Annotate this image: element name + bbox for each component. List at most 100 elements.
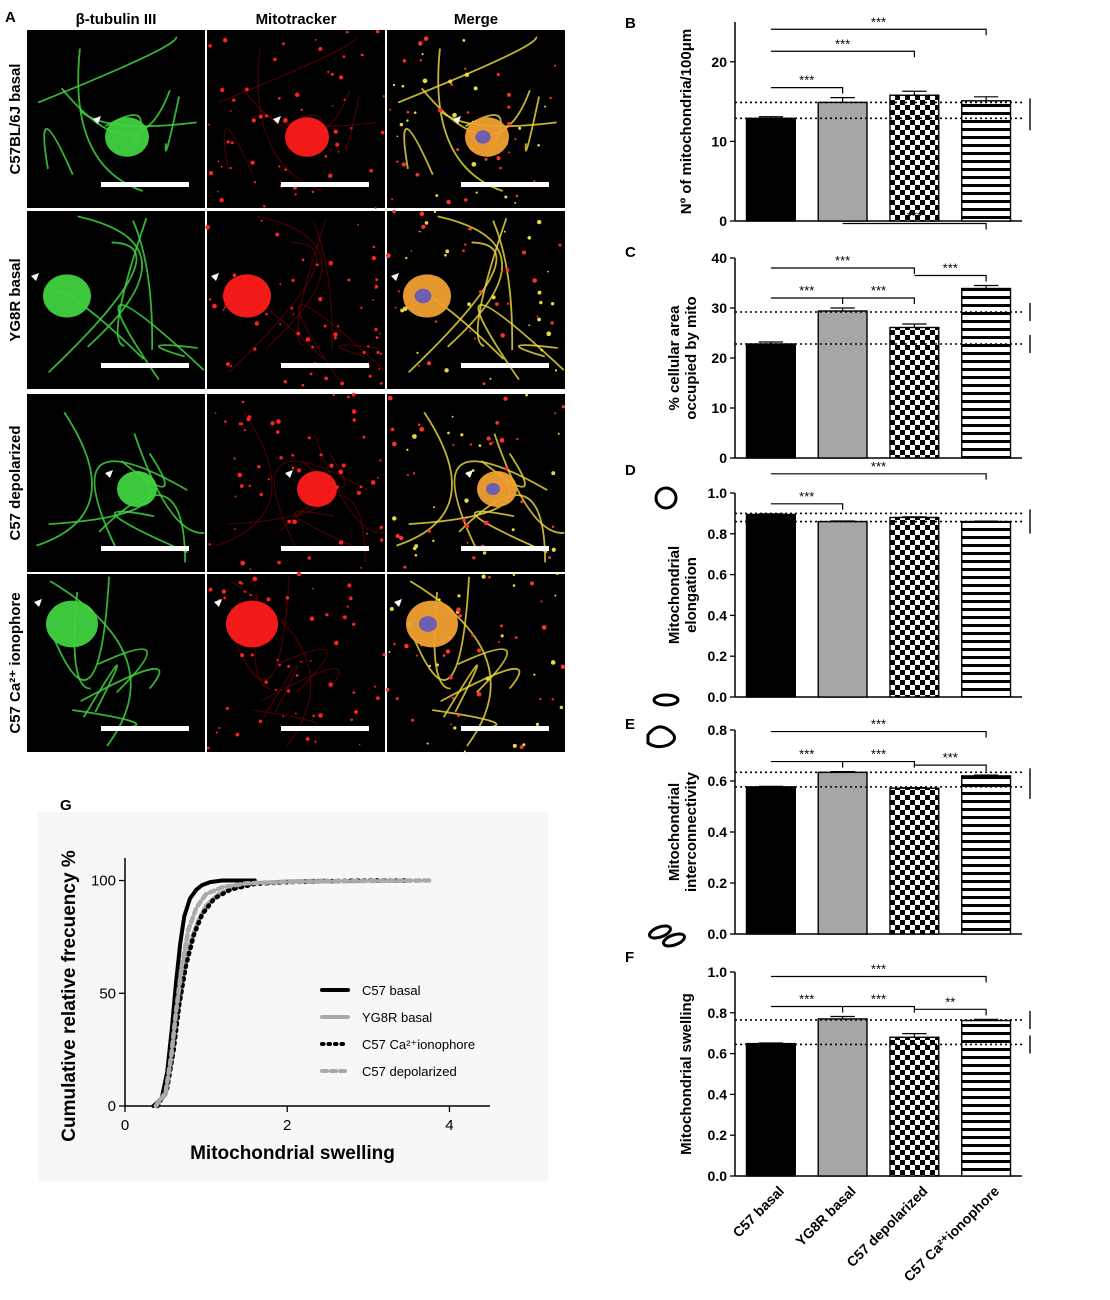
mito-speck [432, 539, 435, 543]
neurite [345, 96, 360, 152]
bar [961, 1019, 1012, 1177]
mito-speck [350, 718, 354, 722]
bar [817, 771, 868, 935]
mito-speck [504, 466, 509, 471]
significance-bracket [770, 760, 844, 768]
significance-label: *** [799, 489, 814, 504]
mito-speck [226, 140, 230, 144]
mito-speck [401, 84, 405, 88]
mito-speck [500, 333, 505, 338]
legend-label: C57 Ca²⁺ionophore [362, 1037, 475, 1052]
mito-speck [360, 306, 363, 309]
bar [889, 326, 940, 459]
tile-background [387, 30, 565, 208]
mito-speck [444, 253, 447, 257]
mito-speck [338, 469, 344, 475]
y-tick-label: 0.8 [708, 526, 728, 542]
mito-speck [421, 224, 426, 229]
micrograph-tile [387, 30, 565, 208]
mito-speck [462, 38, 466, 42]
neurite [442, 664, 479, 718]
bar [817, 520, 868, 698]
bar [745, 1042, 796, 1177]
significance-bracket [770, 503, 844, 510]
mito-speck [448, 675, 453, 680]
mito-speck [253, 181, 257, 184]
mito-speck [478, 289, 483, 294]
mito-speck [244, 87, 249, 92]
mito-speck [417, 423, 421, 426]
mito-speck [224, 420, 227, 423]
y-axis-label: % cellular areaoccupied by mito [666, 296, 700, 419]
arrowhead-marker [391, 273, 399, 281]
mito-speck [250, 653, 254, 657]
significance-bracket [914, 274, 987, 282]
mito-speck [328, 173, 333, 178]
mito-speck [357, 223, 360, 226]
mito-speck [249, 568, 252, 571]
mito-speck [539, 300, 543, 305]
mito-speck [406, 473, 409, 477]
mito-speck [342, 55, 346, 58]
mito-speck [297, 468, 302, 473]
y-axis-label: Cumulative relative frecuency % [59, 850, 80, 1142]
y-tick-label: 0.0 [708, 926, 728, 942]
mito-speck [546, 331, 552, 337]
mito-speck [374, 207, 377, 209]
mito-speck [359, 485, 363, 489]
mito-speck [482, 551, 487, 555]
significance-label: *** [871, 283, 886, 298]
y-tick-label: 0.6 [708, 773, 728, 789]
bar-chart-B: B 0 10 20 Nº of mitochondria/100μm *** *** *** [625, 14, 1031, 229]
y-tick-label: 1.0 [708, 964, 728, 980]
mito-speck [250, 160, 255, 165]
mito-speck [540, 600, 543, 603]
mito-speck [379, 459, 382, 462]
mito-speck [466, 541, 469, 544]
mito-speck [329, 463, 334, 468]
mito-speck [312, 714, 315, 718]
legend-label: C57 basal [362, 983, 421, 998]
mito-speck [485, 676, 490, 681]
scale-bar [101, 182, 189, 187]
scale-bar [461, 546, 549, 551]
bar [817, 101, 868, 222]
row-label: C57 Ca²⁺ ionophore [7, 592, 24, 733]
neurite [132, 220, 154, 351]
mito-speck [413, 111, 417, 114]
mito-speck [239, 484, 244, 488]
mito-speck [358, 743, 361, 746]
category-label: C57 basal [729, 1183, 787, 1241]
neurite [98, 494, 187, 563]
mito-speck [540, 348, 544, 352]
significance-bracket [842, 760, 915, 768]
y-tick-label: 50 [99, 985, 116, 1002]
panel-label-F: F [625, 949, 634, 966]
mito-speck [318, 297, 323, 302]
mito-speck [307, 436, 311, 440]
mito-speck [379, 352, 383, 355]
mito-speck [287, 519, 292, 524]
arrowhead-marker [453, 116, 461, 124]
mito-speck [296, 571, 302, 577]
mito-speck [541, 625, 547, 630]
neurite [278, 494, 366, 563]
mito-speck [248, 484, 251, 488]
mito-speck [500, 634, 504, 638]
mito-speck [375, 336, 379, 339]
mito-speck [259, 492, 264, 497]
mito-speck [489, 377, 492, 380]
y-tick-label: 0.0 [708, 689, 728, 705]
significance-label: *** [871, 747, 886, 762]
y-tick-label: 40 [711, 250, 727, 266]
mito-speck [232, 98, 236, 102]
mito-speck [475, 191, 478, 194]
micrograph-tile [207, 571, 386, 752]
mito-speck [537, 290, 542, 295]
y-tick-label: 0.6 [708, 1046, 728, 1062]
mito-speck [462, 517, 466, 522]
mito-speck [225, 706, 229, 710]
mito-speck [514, 636, 518, 640]
mito-speck [550, 660, 556, 665]
mito-speck [333, 332, 338, 337]
